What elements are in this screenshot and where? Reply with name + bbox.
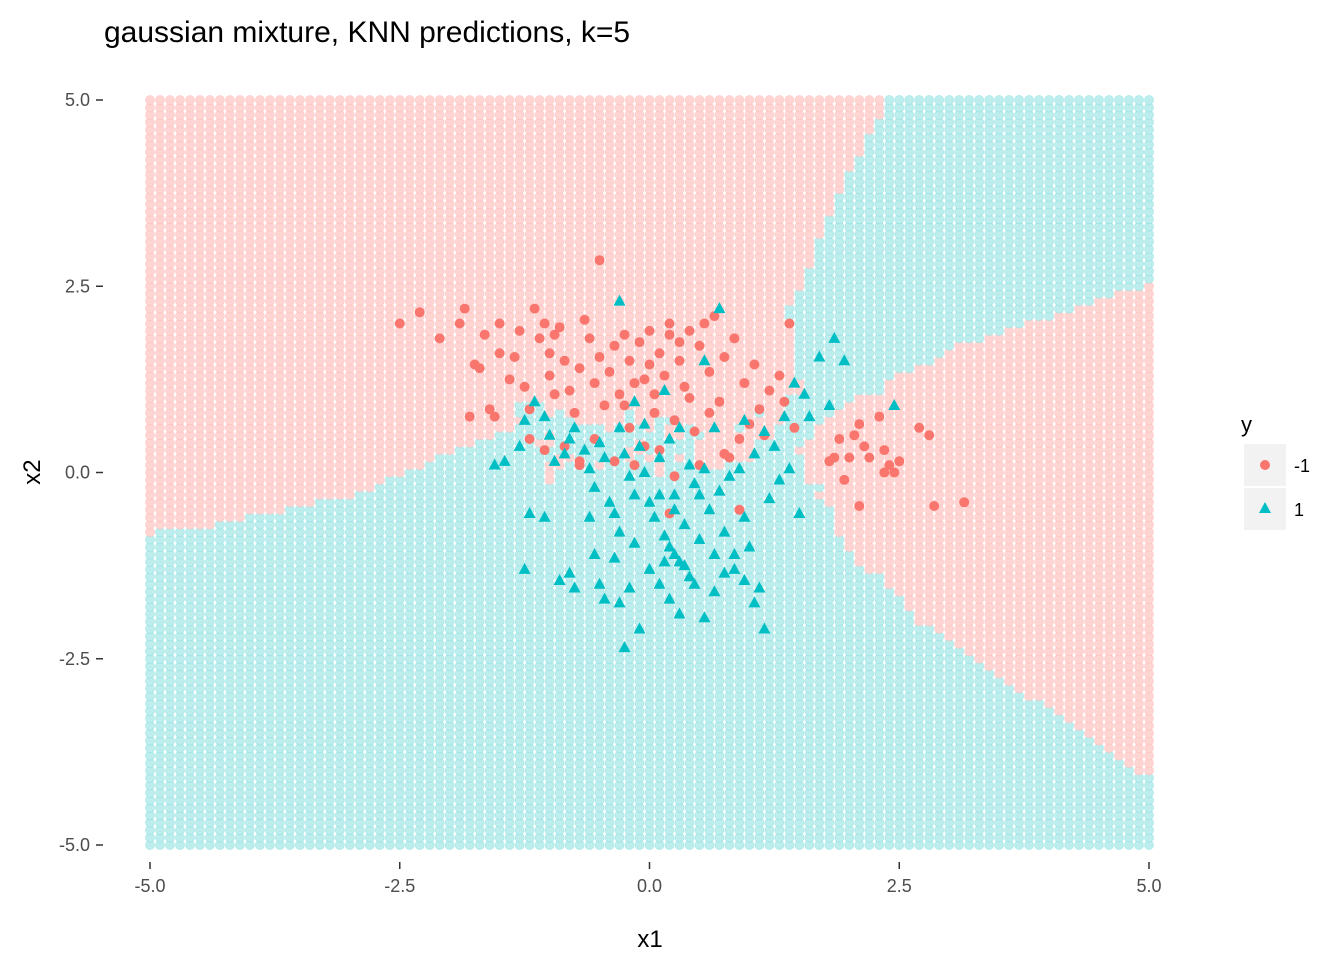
grid-point — [604, 95, 615, 106]
grid-point — [364, 95, 375, 106]
grid-point — [304, 95, 315, 106]
grid-point — [224, 95, 235, 106]
grid-point — [614, 95, 625, 106]
grid-point — [164, 95, 175, 106]
grid-point — [334, 95, 345, 106]
grid-point — [414, 95, 425, 106]
grid-point — [214, 95, 225, 106]
grid-point — [244, 95, 255, 106]
grid-point — [254, 95, 265, 106]
grid-point — [624, 95, 635, 106]
grid-point — [384, 95, 395, 106]
grid-point — [314, 95, 325, 106]
grid-point — [344, 95, 355, 106]
grid-point — [194, 95, 205, 106]
grid-point — [464, 95, 475, 106]
grid-point — [274, 95, 285, 106]
grid-point — [454, 95, 465, 106]
grid-point — [574, 95, 585, 106]
grid-point — [544, 95, 555, 106]
chart-title: gaussian mixture, KNN predictions, k=5 — [104, 16, 630, 49]
grid-point — [394, 95, 405, 106]
grid-point — [404, 95, 415, 106]
grid-point — [594, 95, 605, 106]
grid-point — [434, 95, 445, 106]
grid-point — [264, 95, 275, 106]
grid-point — [504, 95, 515, 106]
grid-point — [184, 95, 195, 106]
grid-point — [154, 95, 165, 106]
prediction-grid — [144, 95, 1155, 851]
grid-point — [144, 95, 155, 106]
grid-point — [424, 95, 435, 106]
grid-point — [584, 95, 595, 106]
grid-point — [354, 95, 365, 106]
grid-point — [564, 95, 575, 106]
grid-point — [484, 95, 495, 106]
grid-point — [374, 95, 385, 106]
grid-point — [514, 95, 525, 106]
grid-point — [324, 95, 335, 106]
grid-point — [444, 95, 455, 106]
grid-point — [204, 95, 215, 106]
grid-point — [534, 95, 545, 106]
grid-point — [494, 95, 505, 106]
grid-point — [284, 95, 295, 106]
grid-point — [294, 95, 305, 106]
grid-point — [524, 95, 535, 106]
grid-point — [174, 95, 185, 106]
grid-point — [554, 95, 565, 106]
grid-point — [234, 95, 245, 106]
grid-point — [474, 95, 485, 106]
